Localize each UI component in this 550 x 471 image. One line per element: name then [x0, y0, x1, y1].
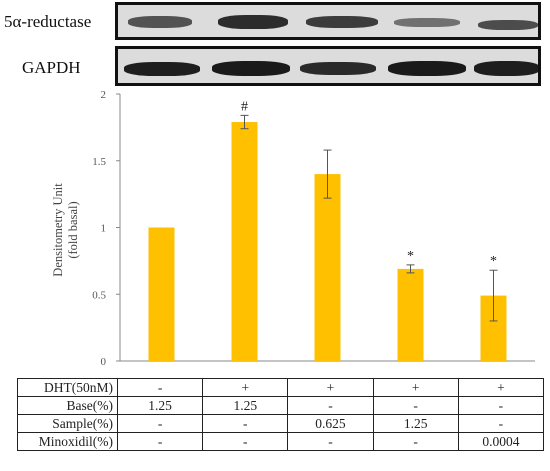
- bar-4: [397, 268, 424, 361]
- blot-band: [128, 16, 192, 28]
- y-tick-label: 2: [101, 89, 107, 101]
- condition-cell: -: [372, 396, 459, 415]
- blot-band: [124, 62, 200, 76]
- treatment-conditions-table: DHT(50nM) - + + + + Base(%) 1.25 1.25- - - Sample(%…: [17, 378, 545, 451]
- condition-cell: -: [457, 396, 545, 415]
- condition-cell: -: [287, 396, 374, 415]
- condition-row-label: Minoxidil(%): [17, 432, 118, 451]
- y-axis-title-line2: (fold basal): [66, 201, 80, 258]
- error-bar-4: [406, 264, 415, 274]
- condition-cell: +: [457, 378, 545, 397]
- blot-band: [474, 61, 538, 76]
- condition-cell: -: [116, 378, 204, 397]
- significance-marker-2: #: [241, 99, 248, 114]
- condition-row: Base(%) 1.25 1.25- - -: [17, 396, 545, 415]
- significance-marker-5: *: [490, 254, 497, 269]
- condition-row: Sample(%) - -0.625 1.25-: [17, 414, 545, 433]
- bar-3: [314, 174, 341, 361]
- condition-cell: 0.0004: [457, 432, 545, 451]
- condition-cell: +: [372, 378, 459, 397]
- condition-cell: -: [202, 414, 289, 433]
- y-tick-label: 1: [101, 223, 107, 235]
- blot-band: [218, 15, 288, 29]
- condition-cell: -: [202, 432, 289, 451]
- condition-cell: 1.25: [116, 396, 204, 415]
- y-tick-label: 0: [101, 356, 107, 368]
- y-tick-label: 0.5: [92, 289, 106, 301]
- error-bar-3: [323, 149, 332, 199]
- y-tick-label: 1.5: [92, 156, 106, 168]
- blot-image-gapdh: [115, 46, 541, 86]
- condition-row: Minoxidil(%) - - - -0.0004: [17, 432, 545, 451]
- condition-cell: -: [116, 432, 204, 451]
- condition-cell: +: [287, 378, 374, 397]
- blot-band: [478, 20, 538, 30]
- bar-1: [148, 227, 175, 361]
- condition-row-label: Sample(%): [17, 414, 118, 433]
- blot-band: [300, 62, 376, 75]
- bar-2: [231, 122, 258, 361]
- condition-row-label: DHT(50nM): [17, 378, 118, 397]
- condition-cell: -: [457, 414, 545, 433]
- significance-marker-4: *: [407, 249, 414, 264]
- blot-band: [212, 61, 290, 76]
- condition-cell: -: [372, 432, 459, 451]
- blot-label-gapdh: GAPDH: [22, 58, 81, 77]
- condition-cell: -: [116, 414, 204, 433]
- blot-band: [388, 61, 466, 76]
- y-axis-title-line1: Densitometry Unit: [51, 183, 65, 277]
- condition-cell: -: [287, 432, 374, 451]
- blot-image-5a-reductase: [115, 2, 541, 40]
- blot-band: [306, 16, 378, 28]
- error-bar-2: [240, 114, 249, 130]
- blot-label-5a-reductase: 5α-reductase: [4, 12, 92, 31]
- condition-row-label: Base(%): [17, 396, 118, 415]
- y-axis-title: Densitometry Unit (fold basal): [51, 183, 80, 277]
- condition-cell: +: [202, 378, 289, 397]
- error-bar-5: [489, 269, 498, 322]
- bar-chart: Densitometry Unit (fold basal) 0 0.5 1 1.5 2…: [51, 89, 535, 368]
- condition-cell: 1.25: [202, 396, 289, 415]
- blot-band: [394, 18, 460, 27]
- condition-cell: 0.625: [287, 414, 374, 433]
- condition-cell: 1.25: [372, 414, 459, 433]
- condition-row: DHT(50nM) - + + + +: [17, 378, 545, 397]
